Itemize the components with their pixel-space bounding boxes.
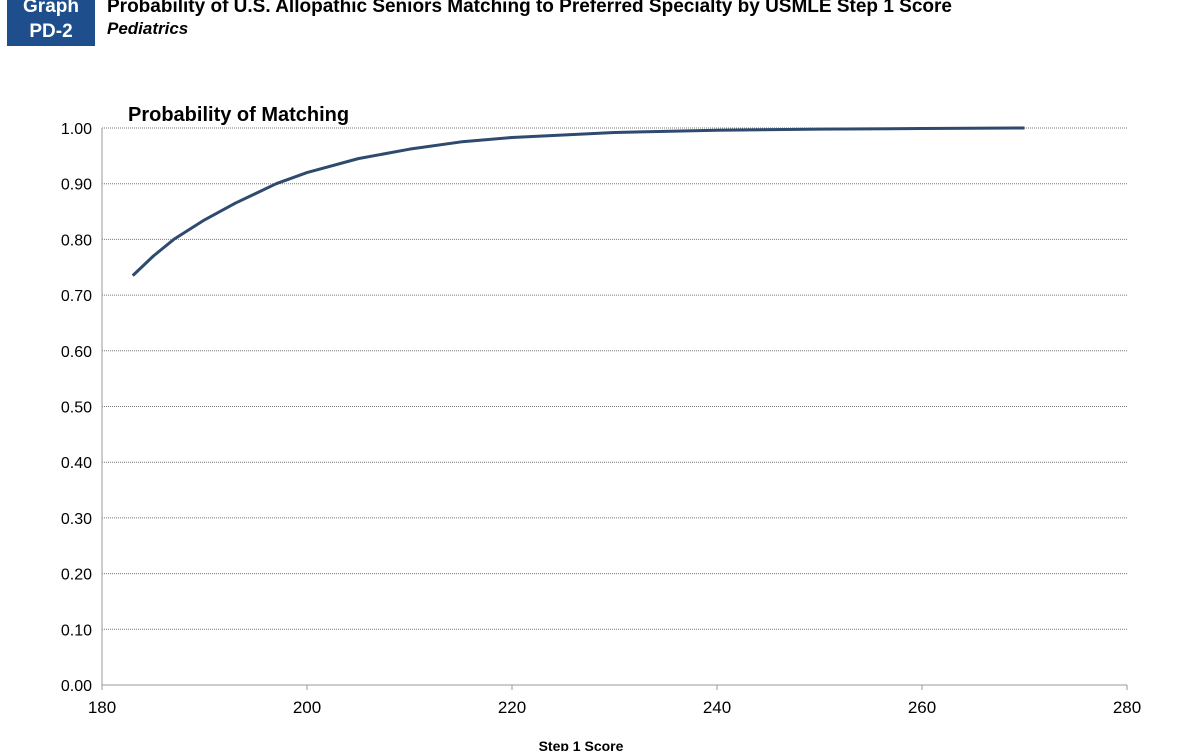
- y-tick-label: 0.50: [61, 400, 92, 417]
- y-tick-label: 0.40: [61, 455, 92, 472]
- x-tick-label: 280: [1113, 698, 1141, 717]
- x-tick-label: 180: [88, 698, 116, 717]
- y-tick-label: 0.70: [61, 288, 92, 305]
- y-tick-label: 0.00: [61, 678, 92, 695]
- chart-title: Probability of U.S. Allopathic Seniors M…: [107, 0, 952, 17]
- graph-badge-text: Graph: [23, 0, 79, 17]
- y-tick-label: 0.10: [61, 622, 92, 639]
- x-tick-label: 240: [703, 698, 731, 717]
- series-line: [131, 126, 1025, 277]
- chart-subtitle: Pediatrics: [107, 19, 188, 38]
- x-tick-label: 220: [498, 698, 526, 717]
- y-tick-label: 0.20: [61, 567, 92, 584]
- y-tick-label: 0.30: [61, 511, 92, 528]
- plot-title: Probability of Matching: [128, 104, 349, 126]
- y-tick-label: 0.90: [61, 177, 92, 194]
- y-tick-label: 1.00: [61, 121, 92, 138]
- x-tick-label: 260: [908, 698, 936, 717]
- x-axis-label: Step 1 Score: [539, 738, 624, 751]
- y-tick-label: 0.80: [61, 232, 92, 249]
- graph-badge-text: PD-2: [29, 21, 72, 42]
- graph-badge: [7, 0, 95, 46]
- x-tick-label: 200: [293, 698, 321, 717]
- y-tick-label: 0.60: [61, 344, 92, 361]
